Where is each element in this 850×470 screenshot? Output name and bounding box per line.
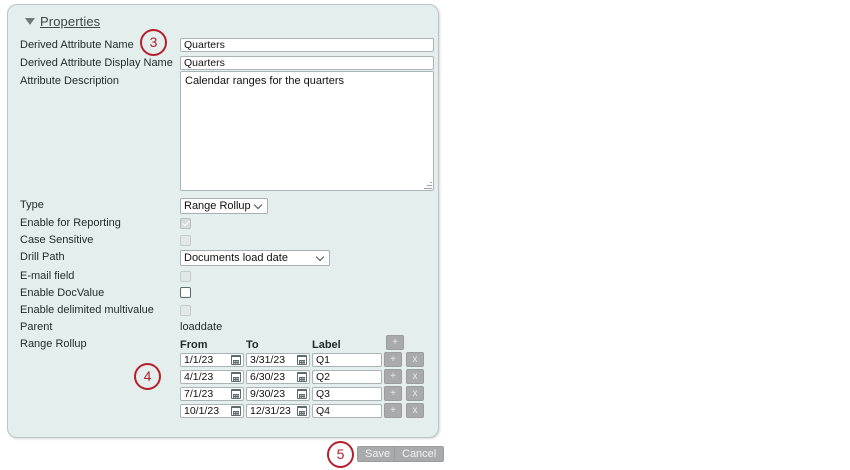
row-enable-docvalue: Enable DocValue bbox=[8, 286, 440, 303]
annotation-callout-4: 4 bbox=[134, 363, 161, 390]
calendar-icon[interactable] bbox=[231, 405, 241, 416]
properties-panel: Properties Derived Attribute Name Derive… bbox=[7, 4, 439, 438]
type-select-value: Range Rollup bbox=[184, 200, 251, 212]
label-derived-attribute-name: Derived Attribute Name bbox=[20, 39, 134, 51]
add-range-row-button[interactable]: + bbox=[384, 403, 402, 418]
range-to-input[interactable]: 9/30/23 bbox=[246, 386, 310, 401]
table-row: 1/1/23 3/31/23 Q1 + x bbox=[180, 351, 430, 368]
chevron-down-icon bbox=[255, 202, 263, 210]
calendar-icon[interactable] bbox=[231, 388, 241, 399]
row-enable-delimited-multivalue: Enable delimited multivalue bbox=[8, 303, 440, 320]
delete-range-row-button[interactable]: x bbox=[406, 386, 424, 401]
label-drill-path: Drill Path bbox=[20, 251, 65, 263]
range-rollup-table-header: From To Label + bbox=[180, 335, 430, 351]
calendar-icon[interactable] bbox=[297, 388, 307, 399]
column-header-from: From bbox=[180, 339, 208, 351]
range-label-input[interactable]: Q1 bbox=[312, 352, 382, 367]
calendar-icon[interactable] bbox=[297, 354, 307, 365]
label-enable-docvalue: Enable DocValue bbox=[20, 287, 105, 299]
label-range-rollup: Range Rollup bbox=[20, 338, 87, 350]
section-title: Properties bbox=[40, 14, 101, 29]
label-email-field: E-mail field bbox=[20, 270, 75, 282]
range-label-value: Q4 bbox=[316, 404, 331, 417]
calendar-icon[interactable] bbox=[297, 405, 307, 416]
row-type: Type Range Rollup bbox=[8, 198, 440, 215]
label-enable-delimited-multivalue: Enable delimited multivalue bbox=[20, 304, 154, 316]
row-range-rollup: Range Rollup bbox=[8, 337, 440, 354]
label-attribute-description: Attribute Description bbox=[20, 75, 120, 87]
range-from-value: 1/1/23 bbox=[184, 353, 214, 366]
calendar-icon[interactable] bbox=[231, 371, 241, 382]
calendar-icon[interactable] bbox=[297, 371, 307, 382]
add-range-row-button[interactable]: + bbox=[384, 386, 402, 401]
row-derived-attribute-name: Derived Attribute Name bbox=[8, 38, 440, 55]
row-derived-attribute-display-name: Derived Attribute Display Name bbox=[8, 56, 440, 73]
range-to-value: 9/30/23 bbox=[250, 387, 286, 400]
save-button[interactable]: Save bbox=[357, 446, 399, 462]
triangle-down-icon[interactable] bbox=[25, 18, 35, 25]
row-drill-path: Drill Path Documents load date bbox=[8, 250, 440, 267]
range-label-input[interactable]: Q2 bbox=[312, 369, 382, 384]
range-from-input[interactable]: 10/1/23 bbox=[180, 403, 244, 418]
enable-delimited-multivalue-checkbox bbox=[180, 305, 191, 316]
chevron-down-icon bbox=[317, 254, 325, 262]
add-range-row-button[interactable]: + bbox=[384, 369, 402, 384]
row-email-field: E-mail field bbox=[8, 269, 440, 286]
drill-path-select-value: Documents load date bbox=[184, 252, 288, 264]
range-from-value: 10/1/23 bbox=[184, 404, 220, 417]
range-from-value: 7/1/23 bbox=[184, 387, 214, 400]
range-from-value: 4/1/23 bbox=[184, 370, 214, 383]
email-field-checkbox bbox=[180, 271, 191, 282]
drill-path-select[interactable]: Documents load date bbox=[180, 250, 330, 266]
range-to-value: 12/31/23 bbox=[250, 404, 291, 417]
range-from-input[interactable]: 1/1/23 bbox=[180, 352, 244, 367]
range-label-input[interactable]: Q3 bbox=[312, 386, 382, 401]
label-parent: Parent bbox=[20, 321, 53, 333]
range-to-input[interactable]: 6/30/23 bbox=[246, 369, 310, 384]
table-row: 4/1/23 6/30/23 Q2 + x bbox=[180, 368, 430, 385]
enable-for-reporting-checkbox bbox=[180, 218, 191, 229]
row-case-sensitive: Case Sensitive bbox=[8, 233, 440, 250]
delete-range-row-button[interactable]: x bbox=[406, 369, 424, 384]
type-select[interactable]: Range Rollup bbox=[180, 198, 268, 214]
table-row: 10/1/23 12/31/23 Q4 + x bbox=[180, 402, 430, 419]
row-parent: Parent loaddate bbox=[8, 320, 440, 337]
range-label-value: Q1 bbox=[316, 353, 331, 366]
column-header-label: Label bbox=[312, 339, 341, 351]
range-rollup-table: From To Label + 1/1/23 3/31/23 Q1 + x 4 bbox=[180, 335, 430, 419]
label-case-sensitive: Case Sensitive bbox=[20, 234, 94, 246]
derived-attribute-name-input[interactable] bbox=[180, 38, 434, 52]
annotation-callout-3: 3 bbox=[140, 29, 167, 56]
case-sensitive-checkbox bbox=[180, 235, 191, 246]
range-to-value: 3/31/23 bbox=[250, 353, 286, 366]
derived-attribute-display-name-input[interactable] bbox=[180, 56, 434, 70]
table-row: 7/1/23 9/30/23 Q3 + x bbox=[180, 385, 430, 402]
label-enable-for-reporting: Enable for Reporting bbox=[20, 217, 121, 229]
range-label-value: Q3 bbox=[316, 387, 331, 400]
calendar-icon[interactable] bbox=[231, 354, 241, 365]
range-from-input[interactable]: 7/1/23 bbox=[180, 386, 244, 401]
row-attribute-description: Attribute Description bbox=[8, 74, 440, 194]
label-type: Type bbox=[20, 199, 44, 211]
delete-range-row-button[interactable]: x bbox=[406, 352, 424, 367]
enable-docvalue-checkbox[interactable] bbox=[180, 287, 191, 298]
add-range-row-button[interactable]: + bbox=[384, 352, 402, 367]
add-range-row-button-header[interactable]: + bbox=[386, 335, 404, 350]
column-header-to: To bbox=[246, 339, 259, 351]
range-to-value: 6/30/23 bbox=[250, 370, 286, 383]
range-label-value: Q2 bbox=[316, 370, 331, 383]
annotation-callout-5: 5 bbox=[327, 441, 354, 468]
properties-section-header[interactable]: Properties bbox=[25, 14, 100, 29]
row-enable-for-reporting: Enable for Reporting bbox=[8, 216, 440, 233]
attribute-description-textarea[interactable] bbox=[180, 71, 434, 191]
label-derived-attribute-display-name: Derived Attribute Display Name bbox=[20, 57, 173, 69]
cancel-button[interactable]: Cancel bbox=[394, 446, 445, 462]
range-to-input[interactable]: 3/31/23 bbox=[246, 352, 310, 367]
parent-value: loaddate bbox=[180, 321, 223, 333]
range-from-input[interactable]: 4/1/23 bbox=[180, 369, 244, 384]
range-to-input[interactable]: 12/31/23 bbox=[246, 403, 310, 418]
range-label-input[interactable]: Q4 bbox=[312, 403, 382, 418]
delete-range-row-button[interactable]: x bbox=[406, 403, 424, 418]
